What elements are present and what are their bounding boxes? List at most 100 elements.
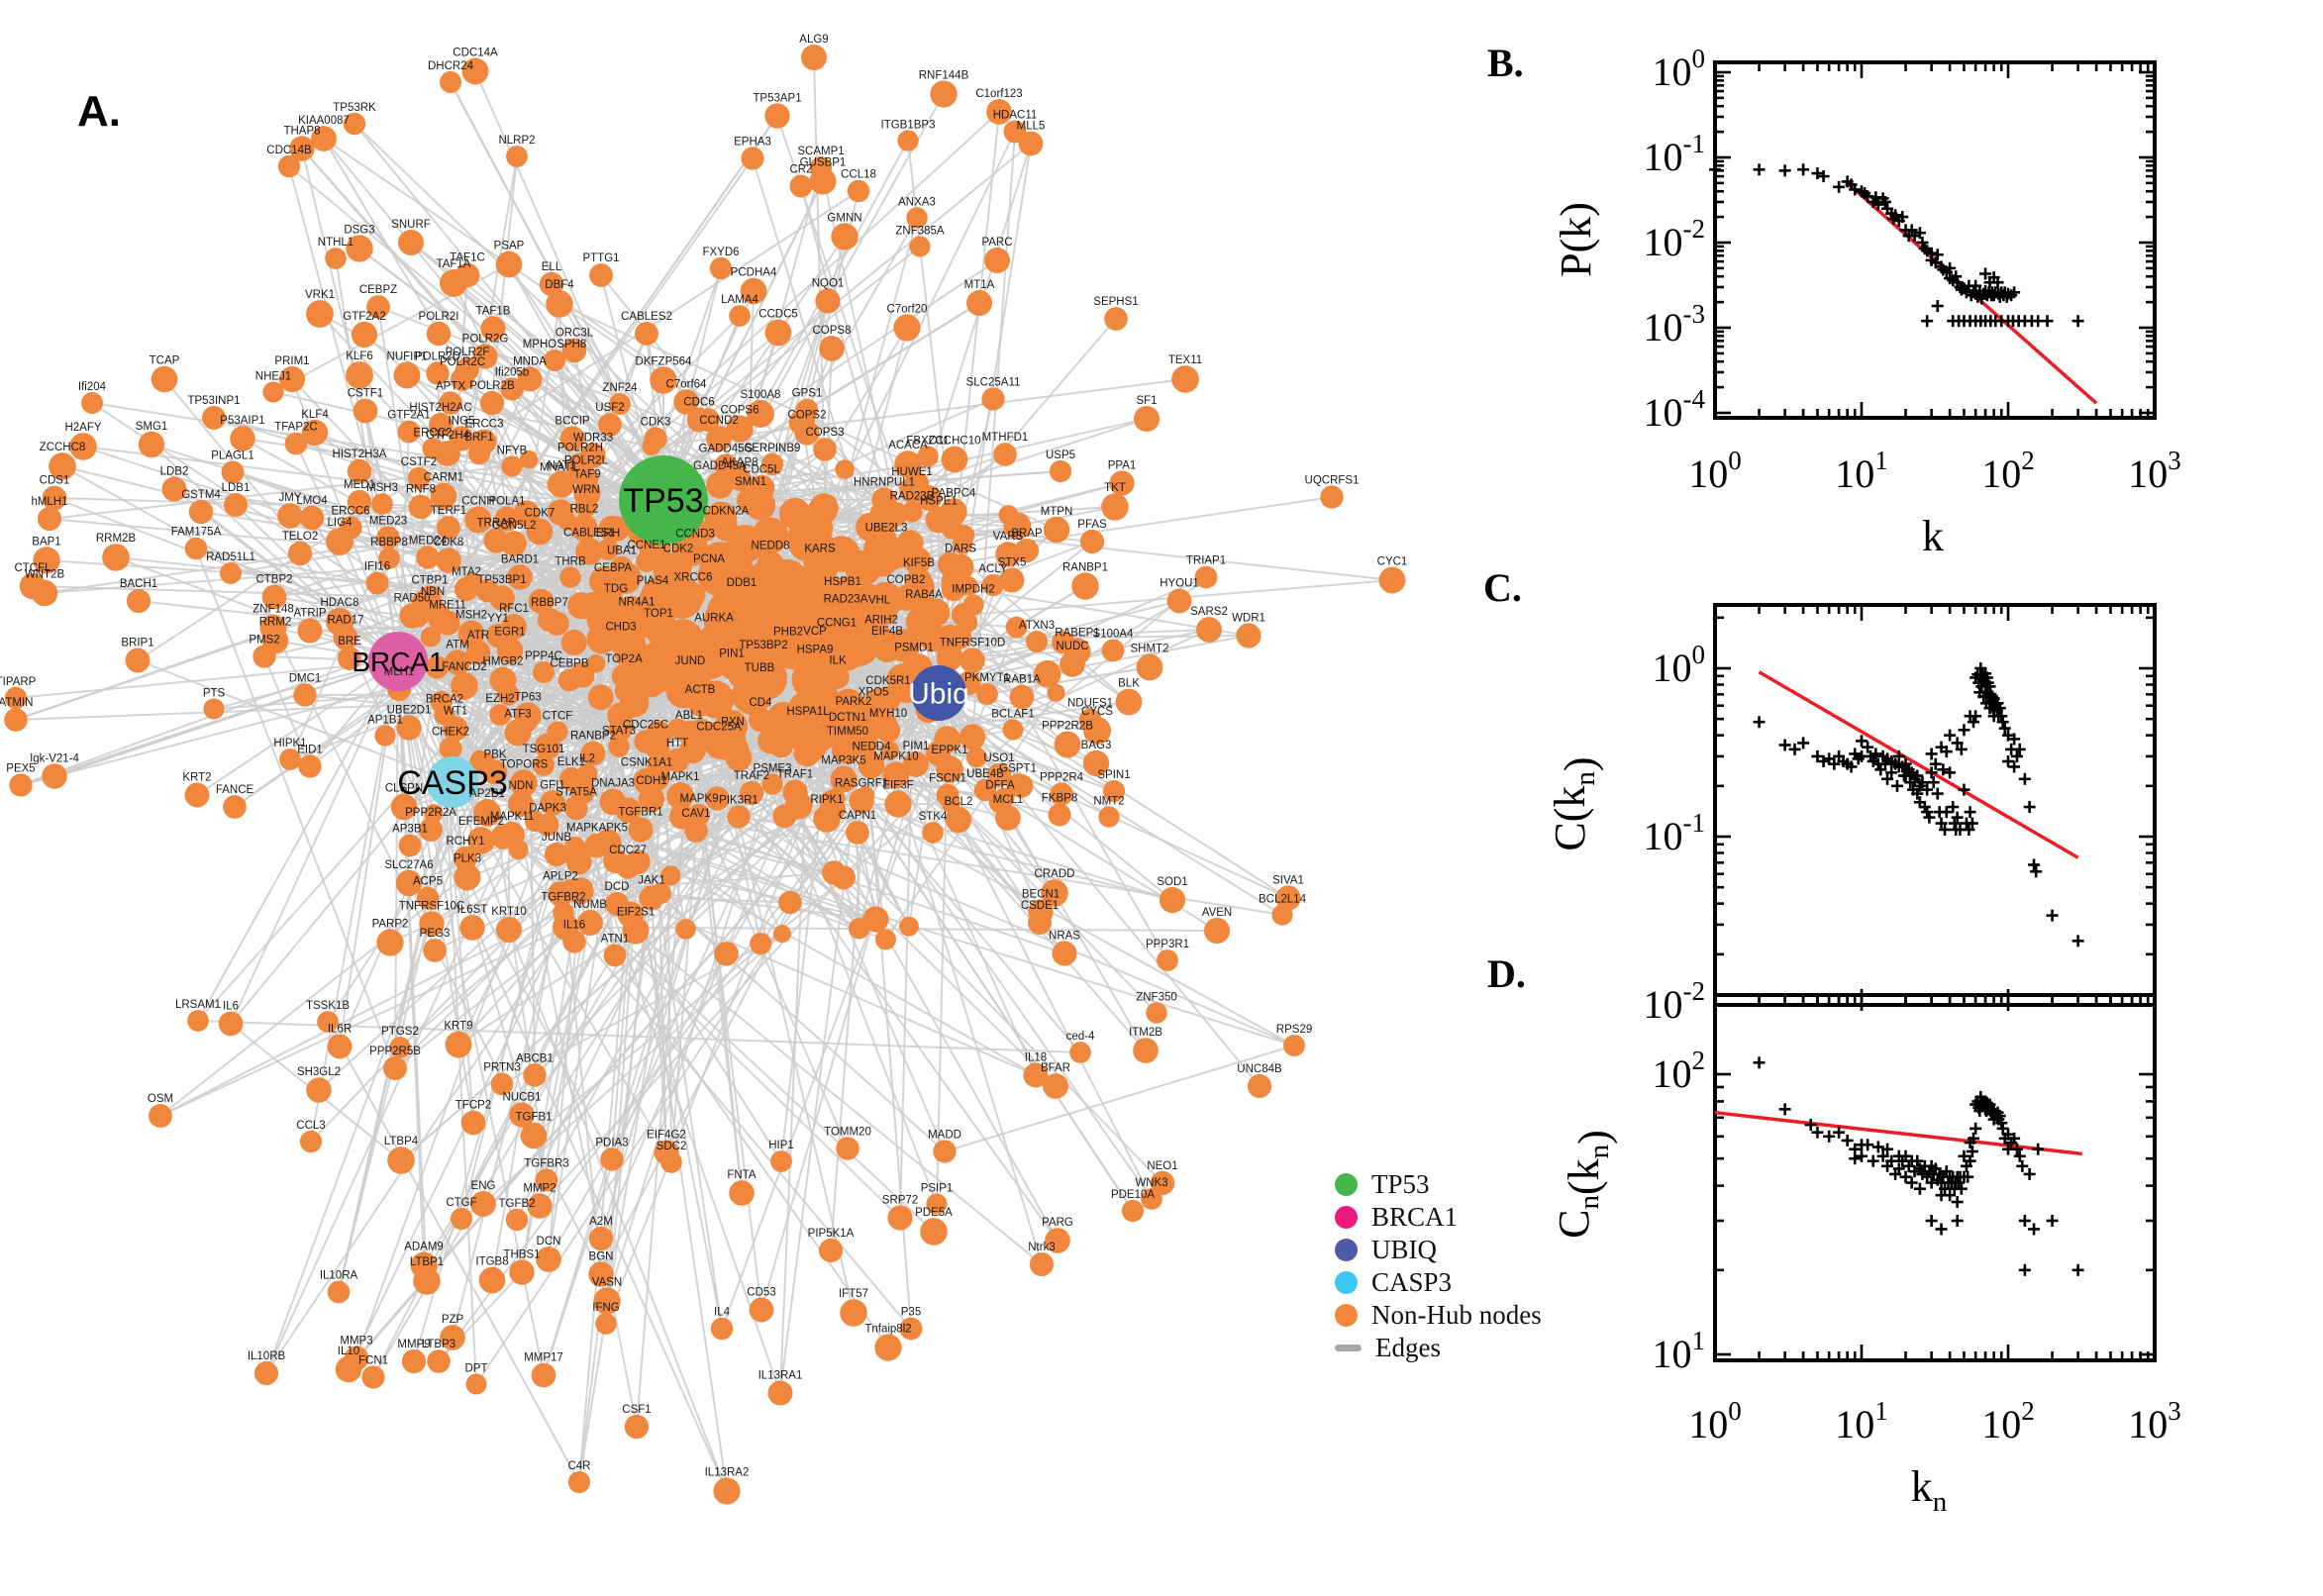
network-node-label: CDH1 [636, 775, 666, 787]
network-node-label: TIMM50 [827, 726, 868, 738]
network-node-label: BFAR [1041, 1062, 1070, 1074]
axis-ticks [1713, 995, 2157, 1360]
network-node-label: GCN5L2 [492, 520, 537, 532]
network-node-label: GADD45G [699, 443, 754, 454]
network-node [636, 550, 657, 572]
network-node [847, 179, 870, 203]
network-node-label: GPS1 [792, 388, 823, 400]
network-node-label: BAG3 [1081, 740, 1112, 751]
network-node-label: MAPK1 [661, 771, 700, 783]
network-node-label: LIG4 [328, 517, 354, 529]
network-node [1028, 911, 1052, 935]
network-node [874, 1334, 902, 1361]
network-node-label: UBE2L3 [865, 523, 908, 535]
network-node [689, 695, 711, 717]
network-node [709, 256, 733, 280]
network-node [767, 1380, 793, 1406]
network-node-label: SRP72 [882, 1194, 918, 1206]
network-node-label: Ntrk3 [1028, 1242, 1055, 1253]
network-node [339, 516, 362, 540]
network-node-label: NQO1 [812, 277, 845, 289]
network-node [407, 466, 431, 490]
network-node-label: S100A4 [1093, 629, 1135, 641]
legend-item-ubiq: UBIQ [1335, 1234, 1542, 1266]
network-node [437, 516, 460, 540]
network-node [480, 316, 506, 342]
network-node-label: CCNH [461, 495, 494, 507]
network-node-label: PLAGL1 [211, 450, 253, 462]
network-node [729, 305, 751, 327]
svg-text:P(k): P(k) [1552, 202, 1600, 277]
network-node [445, 649, 470, 675]
network-node [465, 640, 491, 665]
network-node-label: TGFB2 [498, 1198, 535, 1210]
network-node-label: YY1 [487, 613, 509, 625]
network-node [770, 1150, 792, 1172]
network-node-label: NUDC [1056, 641, 1088, 652]
network-node-label: EPPK1 [931, 745, 967, 756]
network-node [809, 167, 837, 195]
network-node-label: TGFBR1 [618, 806, 662, 818]
network-node-label: PDE10A [1111, 1189, 1155, 1201]
network-node-label: ACP5 [413, 876, 443, 888]
network-node [284, 432, 308, 455]
network-node-label: POLR2D [415, 350, 460, 362]
network-node-label: PARG [1042, 1217, 1073, 1229]
network-node [802, 654, 828, 680]
network-node [993, 443, 1017, 466]
network-node-label: ARIH2 [864, 615, 898, 627]
network-node-label: ERCC6 [332, 505, 370, 517]
network-node [546, 290, 573, 318]
network-node [544, 842, 569, 867]
network-node-label: JUND [675, 655, 706, 667]
network-node [635, 322, 658, 346]
network-node [567, 1470, 591, 1494]
network-node-label: NRAS [1049, 930, 1080, 942]
network-node [747, 400, 774, 428]
network-node [868, 605, 890, 627]
network-node-label: TFCP2 [455, 1100, 491, 1112]
network-node [413, 1267, 441, 1295]
network-node [1102, 779, 1126, 803]
network-node [748, 707, 773, 733]
svg-text:10-3: 10-3 [1644, 299, 1706, 349]
network-node [327, 1280, 351, 1304]
network-node [999, 567, 1025, 593]
network-node-label: ATR [467, 630, 489, 642]
network-node [595, 1313, 617, 1335]
network-node-label: TIPARP [0, 676, 37, 688]
network-node [873, 636, 901, 663]
network-node-label: TRAF2 [734, 770, 769, 782]
legend-swatch [1335, 1239, 1358, 1261]
network-node [188, 499, 214, 525]
network-node [351, 321, 378, 349]
network-node [728, 588, 756, 616]
network-node-label: TP53BP2 [739, 640, 787, 651]
network-node-label: TGFBR2 [541, 891, 585, 903]
network-node-label: GSPT1 [999, 762, 1037, 774]
network-node-label: DPT [465, 1362, 488, 1374]
svg-text:k: k [1922, 512, 1944, 560]
network-node-label: MSH3 [366, 482, 398, 494]
network-node [408, 494, 434, 520]
network-node-label: PXN [721, 717, 745, 729]
network-node-label: WNK3 [1135, 1177, 1167, 1189]
network-node-label: ING5 [449, 415, 475, 427]
network-node [393, 361, 421, 389]
network-node-label: AP3B1 [392, 824, 428, 836]
network-node [1049, 459, 1072, 483]
network-node-label: AKAP8 [721, 456, 758, 468]
network-node-label: CDK8 [434, 537, 464, 549]
network-node-label: PLK3 [454, 853, 481, 865]
network-node-label: TEX11 [1168, 354, 1202, 366]
network-node-label: A2M [589, 1216, 613, 1228]
svg-text:102: 102 [1981, 1396, 2035, 1446]
network-node [575, 538, 603, 565]
legend-swatch [1335, 1271, 1358, 1294]
network-node-label: SPIN1 [1097, 769, 1130, 781]
network-node [909, 236, 931, 257]
legend-swatch [1335, 1345, 1362, 1351]
network-node-label: GTF2A1 [387, 410, 430, 422]
network-node-label: RNF144B [919, 69, 969, 81]
network-node [277, 503, 303, 529]
